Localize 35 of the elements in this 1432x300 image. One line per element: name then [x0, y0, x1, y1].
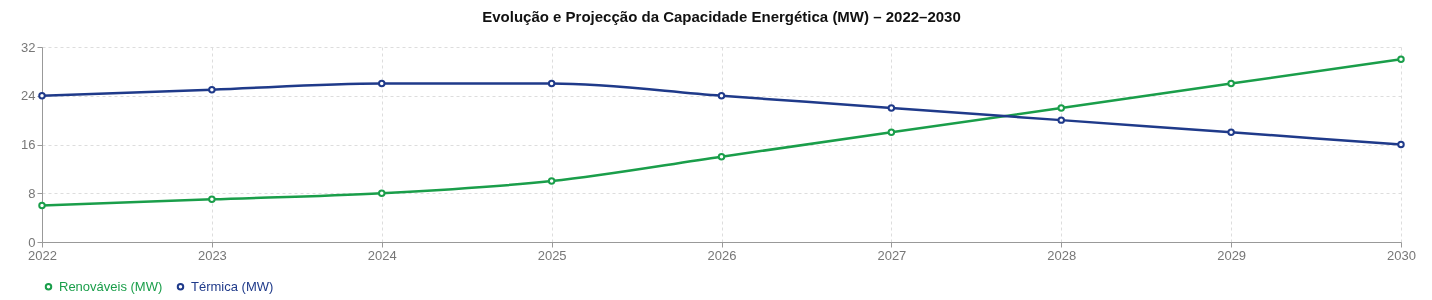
y-tick-label: 0 — [28, 234, 36, 250]
point — [378, 189, 386, 197]
point — [38, 201, 46, 210]
point — [887, 104, 896, 112]
point — [1227, 79, 1235, 88]
x-tick-label: 2028 — [1047, 247, 1077, 263]
point — [547, 79, 556, 88]
legend-label: Renováveis (MW) — [59, 278, 163, 294]
x-tick-label: 2022 — [28, 247, 57, 263]
point — [1227, 128, 1235, 137]
y-tick-label: 24 — [21, 88, 36, 104]
point — [378, 79, 386, 88]
x-tick-label: 2027 — [877, 247, 907, 263]
point — [717, 152, 726, 161]
x-tick-label: 2024 — [367, 247, 397, 263]
y-tick-label: 8 — [28, 185, 36, 201]
point — [1397, 140, 1405, 149]
point — [547, 177, 556, 185]
x-tick-label: 2023 — [197, 247, 227, 263]
x-tick-label: 2026 — [707, 247, 737, 263]
point — [717, 92, 726, 100]
x-tick-label: 2030 — [1387, 247, 1416, 263]
x-tick-label: 2029 — [1217, 247, 1247, 263]
point — [38, 92, 46, 100]
y-tick-label: 32 — [21, 39, 36, 55]
legend-label: Térmica (MW) — [191, 278, 274, 294]
x-tick-label: 2025 — [537, 247, 567, 263]
chart-title: Evolução e Projecção da Capacidade Energética (MW) – 2022–2030 — [482, 8, 961, 25]
point — [208, 195, 216, 204]
point — [1057, 104, 1065, 112]
point — [1397, 55, 1405, 63]
point — [887, 128, 896, 137]
point — [208, 85, 216, 94]
y-tick-label: 16 — [21, 137, 36, 152]
point — [1057, 116, 1065, 124]
